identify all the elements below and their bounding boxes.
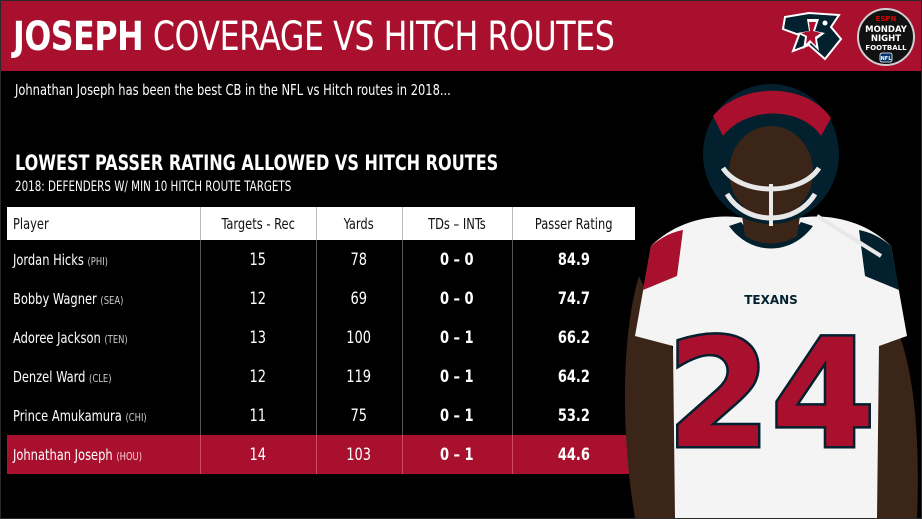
mnf-line3: FOOTBALL (865, 44, 907, 52)
title-bold: JOSEPH (13, 14, 144, 60)
yards-cell: 103 (315, 435, 402, 474)
passer-rating-cell: 53.2 (511, 396, 635, 435)
table-row: Adoree Jackson (TEN) 13 100 0 – 1 66.2 (7, 318, 635, 357)
column-header-player: Player (7, 207, 200, 240)
player-name: Johnathan Joseph (13, 445, 113, 464)
player-cell: Johnathan Joseph (HOU) (7, 435, 200, 474)
passer-rating-cell: 44.6 (511, 435, 635, 474)
table-row: Prince Amukamura (CHI) 11 75 0 – 1 53.2 (7, 396, 635, 435)
column-header-targets: Targets - Rec (199, 207, 316, 240)
passer-rating-cell: 74.7 (511, 279, 635, 318)
targets-cell: 13 (199, 318, 316, 357)
texans-logo-icon (781, 11, 843, 61)
column-header-passer-rating: Passer Rating (511, 207, 635, 240)
mnf-line2: NIGHT (871, 34, 901, 44)
mnf-espn-text: ESPN (876, 15, 897, 23)
player-team: (CHI) (125, 410, 147, 424)
tds-ints-cell: 0 – 1 (401, 357, 512, 396)
player-name: Denzel Ward (13, 367, 86, 386)
table-row-highlighted: Johnathan Joseph (HOU) 14 103 0 – 1 44.6 (7, 435, 635, 474)
player-team: (TEN) (104, 332, 128, 346)
header-banner: JOSEPH COVERAGE VS HITCH ROUTES ESPN MON… (1, 1, 921, 71)
player-photo: TEXANS 24 (624, 84, 918, 518)
player-cell: Prince Amukamura (CHI) (7, 396, 200, 435)
player-cell: Denzel Ward (CLE) (7, 357, 200, 396)
passer-rating-cell: 64.2 (511, 357, 635, 396)
yards-cell: 75 (315, 396, 402, 435)
tds-ints-cell: 0 – 1 (401, 396, 512, 435)
stats-table: Player Targets - Rec Yards TDs – INTs Pa… (7, 207, 635, 474)
player-team: (PHI) (87, 254, 108, 268)
yards-cell: 119 (315, 357, 402, 396)
player-name: Prince Amukamura (13, 406, 122, 425)
tds-ints-cell: 0 – 1 (401, 435, 512, 474)
player-name: Jordan Hicks (13, 250, 84, 269)
targets-cell: 15 (199, 240, 316, 279)
player-team: (HOU) (116, 449, 143, 463)
page-title: JOSEPH COVERAGE VS HITCH ROUTES (13, 13, 615, 61)
table-row: Jordan Hicks (PHI) 15 78 0 – 0 84.9 (7, 240, 635, 279)
targets-cell: 14 (199, 435, 316, 474)
yards-cell: 78 (315, 240, 402, 279)
player-team: (CLE) (89, 371, 112, 385)
table-row: Denzel Ward (CLE) 12 119 0 – 1 64.2 (7, 357, 635, 396)
table-title: LOWEST PASSER RATING ALLOWED VS HITCH RO… (15, 151, 499, 175)
tds-ints-cell: 0 – 1 (401, 318, 512, 357)
player-name: Adoree Jackson (13, 328, 101, 347)
yards-cell: 69 (315, 279, 402, 318)
player-cell: Bobby Wagner (SEA) (7, 279, 200, 318)
passer-rating-cell: 84.9 (511, 240, 635, 279)
tds-ints-cell: 0 – 0 (401, 240, 512, 279)
player-name: Bobby Wagner (13, 289, 97, 308)
mnf-line1: MONDAY (865, 25, 908, 35)
intro-text: Johnathan Joseph has been the best CB in… (15, 81, 451, 99)
table-subtitle: 2018: DEFENDERS W/ MIN 10 HITCH ROUTE TA… (15, 179, 292, 195)
player-cell: Adoree Jackson (TEN) (7, 318, 200, 357)
column-header-tds-ints: TDs – INTs (401, 207, 512, 240)
monday-night-football-logo-icon: ESPN MONDAY NIGHT FOOTBALL NFL (857, 8, 915, 66)
column-header-yards: Yards (315, 207, 402, 240)
targets-cell: 11 (199, 396, 316, 435)
player-team: (SEA) (100, 293, 124, 307)
jersey-number: 24 (667, 308, 876, 482)
passer-rating-cell: 66.2 (511, 318, 635, 357)
mnf-nfl-badge: NFL (881, 56, 893, 62)
table-header-row: Player Targets - Rec Yards TDs – INTs Pa… (7, 207, 635, 240)
targets-cell: 12 (199, 279, 316, 318)
targets-cell: 12 (199, 357, 316, 396)
table-row: Bobby Wagner (SEA) 12 69 0 – 0 74.7 (7, 279, 635, 318)
jersey-text: TEXANS (744, 293, 798, 307)
tds-ints-cell: 0 – 0 (401, 279, 512, 318)
title-rest: COVERAGE VS HITCH ROUTES (152, 14, 615, 60)
player-cell: Jordan Hicks (PHI) (7, 240, 200, 279)
yards-cell: 100 (315, 318, 402, 357)
